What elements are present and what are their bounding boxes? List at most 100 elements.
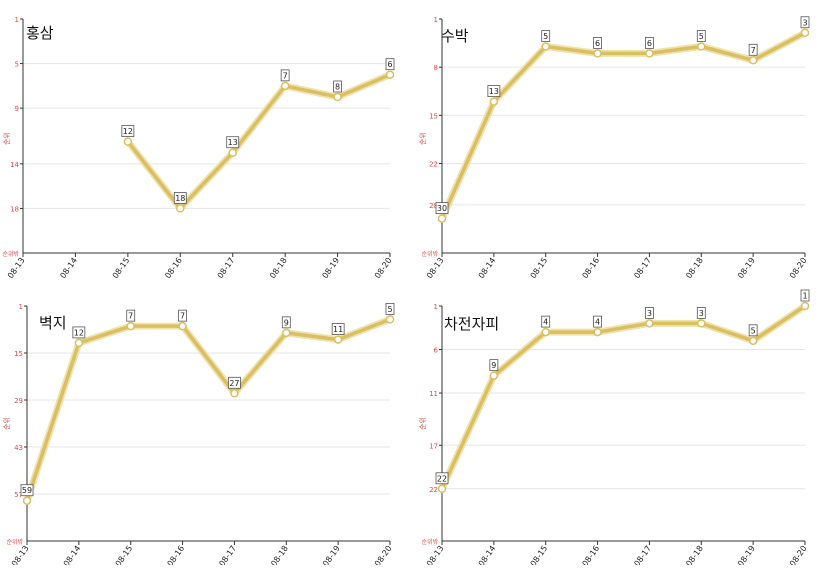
panel-4-point-6 <box>748 336 758 346</box>
panel-2-data-label-5: 5 <box>699 32 704 41</box>
panel-4-xtick-label-0: 08-13 <box>425 544 446 565</box>
panel-4-data-label-6: 5 <box>751 326 756 335</box>
panel-3-point-3 <box>178 321 187 331</box>
panel-3-data-label-6: 11 <box>333 325 343 334</box>
panel-3-data-label-2: 7 <box>128 312 133 321</box>
panel-4-data-label-box-2 <box>541 315 551 328</box>
panel-2-data-label-box-0 <box>435 202 449 214</box>
panel-3-ytick-label-bottom: 순위밖 <box>6 538 23 546</box>
panel-3-xtick-label-7: 08-20 <box>373 544 394 565</box>
panel-1-point-2 <box>123 137 133 146</box>
panel-1-xtick-label-0: 08-13 <box>6 256 27 280</box>
panel-4-data-label-7: 1 <box>802 292 807 301</box>
panel-3-xtick-label-1: 08-14 <box>62 544 83 565</box>
panel-1-series-line-glow <box>124 71 394 212</box>
panel-3-data-label-1: 12 <box>74 328 84 337</box>
panel-3-data-label-4: 27 <box>229 379 239 388</box>
panel-2-data-label-box-2 <box>541 30 551 42</box>
panel-1-ytick-label-4: 18 <box>10 205 19 213</box>
panel-1-data-label-6: 8 <box>335 83 340 92</box>
panel-1-ytick-label-2: 9 <box>15 105 19 113</box>
panel-3-data-label-5: 9 <box>284 318 289 327</box>
panel-3-point-0 <box>22 496 32 505</box>
panel-2-data-label-6: 7 <box>751 46 756 55</box>
panel-4-data-label-box-0 <box>435 472 449 485</box>
panel-2-xtick-label-7: 08-20 <box>788 256 809 280</box>
panel-3-ylabel: 순위 <box>3 417 11 430</box>
panel-1-data-label-3: 18 <box>175 194 185 203</box>
panel-3-ytick-label-2: 29 <box>14 397 23 405</box>
panel-1-data-label-box-7 <box>385 58 395 71</box>
panel-1-data-label-box-6 <box>333 80 342 93</box>
panel-2-data-label-3: 6 <box>595 39 600 48</box>
panel-4-point-7 <box>800 301 810 311</box>
panel-1-data-label-5: 7 <box>283 71 288 80</box>
panel-2-data-label-box-7 <box>800 16 810 29</box>
panel-2-data-label-2: 5 <box>543 32 548 41</box>
panel-4-data-label-box-7 <box>800 289 810 302</box>
panel-3-data-label-7: 5 <box>387 305 392 314</box>
panel-3-series-line-glow <box>23 315 394 505</box>
panel-1-ytick-label-bottom: 순위밖 <box>2 250 19 258</box>
panel-3-data-label-box-5 <box>281 316 291 329</box>
panel-2-data-label-0: 30 <box>437 204 447 213</box>
panel-3-data-label-box-6 <box>331 323 345 335</box>
panel-2-point-5 <box>697 42 706 51</box>
panel-4-xtick-label-2: 08-15 <box>529 544 550 565</box>
panel-2-data-label-4: 6 <box>647 39 652 48</box>
panel-1-data-label-box-2 <box>121 125 135 137</box>
panel-3-point-7 <box>385 315 395 324</box>
panel-3-data-label-box-7 <box>385 303 395 315</box>
panel-2-xtick-label-1: 08-14 <box>477 256 498 280</box>
panel-2-data-label-box-3 <box>593 37 602 49</box>
panel-2-data-label-1: 13 <box>489 87 499 96</box>
panel-3-data-label-0: 59 <box>22 486 32 495</box>
panel-4-point-4 <box>645 319 654 328</box>
panel-3-data-label-box-0 <box>20 484 34 497</box>
panel-1-xtick-label-1: 08-14 <box>58 256 79 280</box>
panel-1-xtick-label-4: 08-17 <box>216 256 237 280</box>
panel-2-ytick-label-0: 1 <box>434 16 438 24</box>
panel-3-xtick-label-6: 08-19 <box>321 544 342 565</box>
panel-1-point-3 <box>176 204 185 213</box>
panel-3-point-4 <box>230 389 239 398</box>
panel-2-point-4 <box>645 49 654 58</box>
panel-2-point-7 <box>800 28 810 38</box>
panel-4-point-5 <box>697 319 706 328</box>
panel-1-data-label-box-5 <box>280 69 290 82</box>
panel-4-data-label-0: 22 <box>437 474 447 483</box>
panel-1-xtick-label-7: 08-20 <box>373 256 394 280</box>
panel-4-point-0 <box>437 484 447 494</box>
panel-2-ytick-label-2: 15 <box>429 112 438 120</box>
panel-4-point-2 <box>541 327 550 337</box>
panel-3-xtick-label-5: 08-18 <box>269 544 290 565</box>
panel-2-title: 수박 <box>441 27 469 45</box>
panel-2-data-label-box-6 <box>748 43 758 56</box>
panel-2-xtick-label-0: 08-13 <box>425 256 446 280</box>
panel-4-data-label-4: 3 <box>647 309 652 318</box>
panel-3-data-label-3: 7 <box>180 312 185 321</box>
panel-4-xtick-label-5: 08-18 <box>684 544 705 565</box>
panel-4-ytick-label-0: 1 <box>434 303 438 311</box>
panel-4-ylabel: 순위 <box>419 417 427 430</box>
panel-4-xtick-label-6: 08-19 <box>736 544 757 565</box>
panel-1-xtick-label-6: 08-19 <box>321 256 342 280</box>
panel-4-data-label-3: 4 <box>595 318 600 327</box>
panel-2-ytick-label-3: 22 <box>429 161 438 169</box>
panel-1-series-line <box>126 72 392 211</box>
panel-4-data-label-box-1 <box>489 359 499 372</box>
panel-1-data-label-7: 6 <box>387 60 392 69</box>
panel-2-xtick-label-5: 08-18 <box>684 256 705 280</box>
panel-4-data-label-5: 3 <box>699 309 704 318</box>
panel-1-xtick-label-3: 08-16 <box>163 256 184 280</box>
panel-4-data-label-1: 9 <box>491 361 496 370</box>
panel-4-ytick-label-2: 11 <box>429 390 438 398</box>
panel-4-data-label-box-4 <box>645 307 654 319</box>
panel-4-data-label-box-5 <box>696 307 706 319</box>
panel-2-xtick-label-2: 08-15 <box>529 256 550 280</box>
panel-2-series-line <box>440 31 807 221</box>
panel-3-ytick-label-0: 1 <box>19 303 23 311</box>
panel-3-ytick-label-4: 57 <box>14 491 23 499</box>
panel-2-data-label-box-5 <box>696 30 706 42</box>
